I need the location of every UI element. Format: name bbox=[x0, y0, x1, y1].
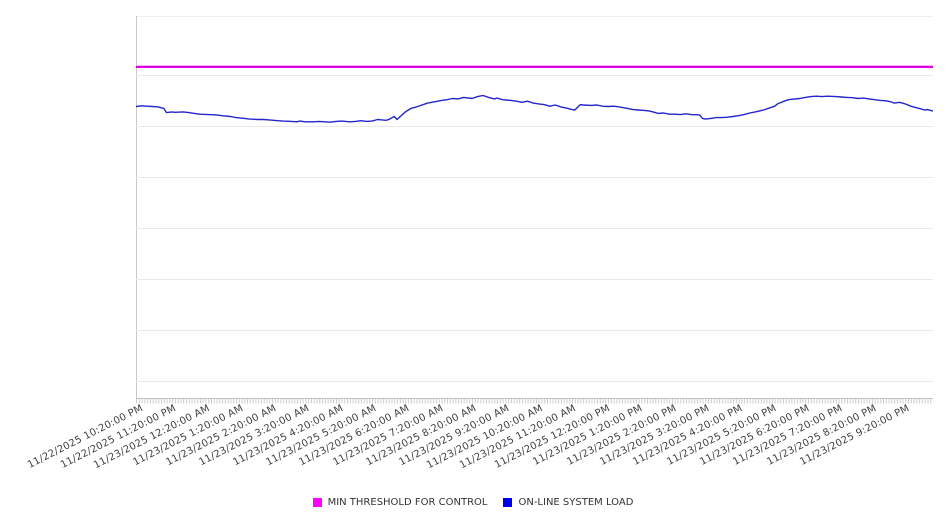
legend-label-online-system-load: ON-LINE SYSTEM LOAD bbox=[518, 497, 634, 508]
x-tick-label: 11/23/2025 8:20:00 PM bbox=[764, 403, 879, 468]
x-axis-line bbox=[136, 398, 933, 399]
x-tick-label: 11/23/2025 12:20:00 PM bbox=[492, 403, 612, 471]
x-axis-minor-ticks bbox=[136, 399, 932, 404]
x-tick-label: 11/23/2025 11:20:00 AM bbox=[458, 403, 579, 472]
y-gridline bbox=[136, 75, 933, 76]
y-axis-line bbox=[136, 16, 137, 399]
y-gridline bbox=[136, 381, 933, 382]
x-tick-label: 11/23/2025 7:20:00 AM bbox=[331, 403, 445, 469]
x-tick-label: 11/23/2025 4:20:00 PM bbox=[631, 403, 745, 468]
y-gridline bbox=[136, 228, 933, 229]
y-gridline bbox=[136, 330, 933, 331]
legend-item-min-threshold[interactable]: MIN THRESHOLD FOR CONTROL bbox=[312, 497, 488, 508]
plot-top-border bbox=[136, 16, 933, 17]
x-tick-label: 11/23/2025 12:20:00 AM bbox=[91, 403, 212, 472]
x-tick-label: 11/22/2025 11:20:00 PM bbox=[59, 403, 179, 471]
x-tick-label: 11/23/2025 7:20:00 PM bbox=[731, 403, 845, 468]
x-tick-label: 11/23/2025 8:20:00 AM bbox=[364, 403, 479, 469]
legend-swatch-online-system-load bbox=[503, 498, 513, 507]
x-tick-label: 11/23/2025 9:20:00 PM bbox=[798, 403, 912, 468]
x-tick-label: 11/23/2025 10:20:00 AM bbox=[425, 403, 545, 472]
x-tick-label: 11/23/2025 6:20:00 PM bbox=[698, 403, 812, 468]
legend: MIN THRESHOLD FOR CONTROL ON-LINE SYSTEM… bbox=[0, 497, 946, 508]
x-tick-label: 11/23/2025 3:20:00 PM bbox=[598, 403, 712, 468]
x-tick-label: 11/23/2025 5:20:00 AM bbox=[264, 403, 379, 469]
x-tick-label: 11/23/2025 2:20:00 PM bbox=[565, 403, 679, 468]
x-tick-label: 11/23/2025 6:20:00 AM bbox=[297, 403, 412, 469]
load-line bbox=[136, 94, 933, 123]
x-tick-label: 11/22/2025 10:20:00 PM bbox=[25, 403, 145, 471]
x-tick-label: 11/23/2025 9:20:00 AM bbox=[397, 403, 512, 469]
x-tick-label: 11/23/2025 4:20:00 AM bbox=[231, 403, 345, 469]
x-tick-label: 11/23/2025 3:20:00 AM bbox=[197, 403, 312, 469]
x-tick-label: 11/23/2025 1:20:00 PM bbox=[531, 403, 645, 468]
threshold-line bbox=[136, 66, 933, 68]
legend-item-online-system-load[interactable]: ON-LINE SYSTEM LOAD bbox=[503, 497, 633, 508]
x-tick-label: 11/23/2025 5:20:00 PM bbox=[664, 403, 779, 468]
y-gridline bbox=[136, 126, 933, 127]
x-tick-label: 11/23/2025 1:20:00 AM bbox=[131, 403, 245, 469]
legend-swatch-min-threshold bbox=[312, 498, 322, 507]
y-gridline bbox=[136, 177, 933, 178]
x-tick-label: 11/23/2025 2:20:00 AM bbox=[164, 403, 279, 469]
load-line-chart bbox=[136, 94, 933, 123]
y-gridline bbox=[136, 279, 933, 280]
legend-label-min-threshold: MIN THRESHOLD FOR CONTROL bbox=[327, 497, 488, 508]
plot-area bbox=[136, 16, 933, 398]
